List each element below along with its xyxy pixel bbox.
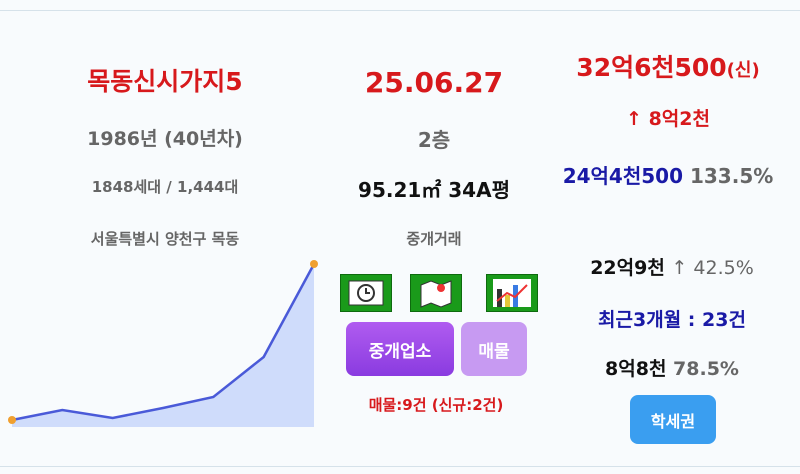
divider xyxy=(0,466,800,467)
prev-price: 24억4천500 xyxy=(562,164,683,188)
jeonse-row: 8억8천 78.5% xyxy=(605,354,739,381)
low-change: ↑ 42.5% xyxy=(671,257,754,279)
map-icon[interactable] xyxy=(410,274,462,312)
price-tag: (신) xyxy=(726,60,760,81)
recent-trades: 최근3개월 : 23건 xyxy=(598,309,746,331)
sparkline-dot xyxy=(310,260,318,268)
jeonse-ratio: 78.5% xyxy=(673,358,739,380)
address: 서울특별시 양천구 목동 xyxy=(90,230,240,248)
clock-glyph xyxy=(348,280,384,306)
prev-ratio: 133.5% xyxy=(689,164,774,188)
sparkline-line xyxy=(11,263,316,422)
listing-count: 매물:9건 (신규:2건) xyxy=(368,396,504,414)
trade-type: 중개거래 xyxy=(406,230,462,248)
jeonse-price: 8억8천 xyxy=(605,358,667,380)
trade-date: 25.06.27 xyxy=(364,66,504,99)
listing-button[interactable]: 매물 xyxy=(461,322,527,376)
sparkline xyxy=(8,260,318,427)
sparkline-dot xyxy=(8,416,16,424)
price: 32억6천500 xyxy=(576,53,727,82)
complex-name: 목동신시가지5 xyxy=(87,67,243,96)
chart-icon[interactable] xyxy=(486,274,538,312)
chart-glyph xyxy=(493,279,531,307)
low-row: 22억9천 ↑ 42.5% xyxy=(590,253,754,280)
low-price: 22억9천 xyxy=(590,257,665,279)
price-change: ↑ 8억2천 xyxy=(626,108,710,130)
prev-price-row: 24억4천500 133.5% xyxy=(556,152,781,200)
school-badge[interactable]: 학세권 xyxy=(630,395,716,444)
agency-button[interactable]: 중개업소 xyxy=(346,322,454,376)
area: 95.21㎡ 34A평 xyxy=(358,178,510,202)
built-year: 1986년 (40년차) xyxy=(87,128,243,150)
map-glyph xyxy=(420,280,452,308)
floor: 2층 xyxy=(417,128,451,152)
divider xyxy=(0,10,800,11)
households: 1848세대 / 1,444대 xyxy=(91,178,239,196)
sparkline-area xyxy=(12,264,314,427)
clock-icon[interactable] xyxy=(340,274,392,312)
price-row: 32억6천500(신) xyxy=(576,48,759,84)
